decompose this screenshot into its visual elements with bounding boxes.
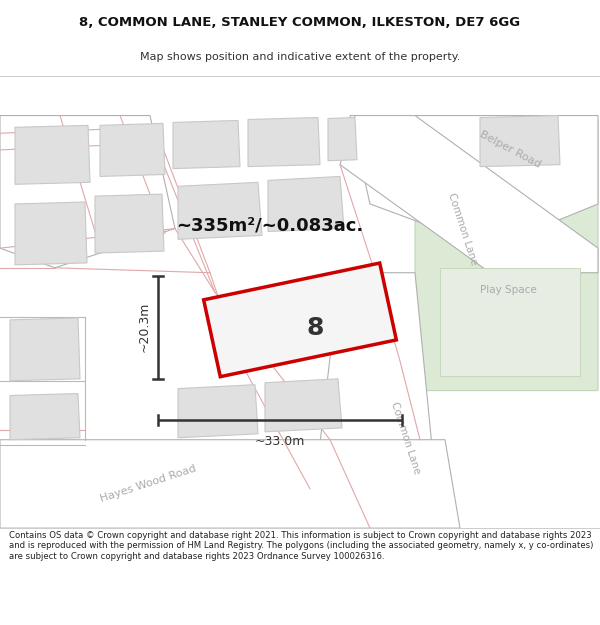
Polygon shape (178, 182, 262, 239)
Polygon shape (328, 118, 357, 161)
Polygon shape (0, 116, 175, 268)
Polygon shape (100, 123, 165, 176)
Text: Hayes Wood Road: Hayes Wood Road (98, 464, 197, 504)
Polygon shape (15, 202, 87, 265)
Text: Contains OS data © Crown copyright and database right 2021. This information is : Contains OS data © Crown copyright and d… (9, 531, 593, 561)
Polygon shape (173, 121, 240, 169)
Text: Belper Road: Belper Road (478, 129, 542, 170)
Text: ~335m²/~0.083ac.: ~335m²/~0.083ac. (176, 217, 364, 234)
Text: Play Space: Play Space (479, 286, 536, 296)
Text: 8, COMMON LANE, STANLEY COMMON, ILKESTON, DE7 6GG: 8, COMMON LANE, STANLEY COMMON, ILKESTON… (79, 16, 521, 29)
Polygon shape (10, 318, 80, 381)
Polygon shape (415, 121, 598, 391)
Polygon shape (310, 272, 440, 528)
Text: ~33.0m: ~33.0m (255, 435, 305, 447)
Polygon shape (95, 194, 164, 253)
Polygon shape (480, 116, 560, 167)
Text: 8: 8 (307, 316, 323, 340)
Polygon shape (268, 176, 344, 231)
Text: Common Lane: Common Lane (389, 401, 421, 475)
Polygon shape (350, 116, 598, 248)
Text: Map shows position and indicative extent of the property.: Map shows position and indicative extent… (140, 52, 460, 62)
Polygon shape (248, 118, 320, 167)
Polygon shape (265, 379, 342, 432)
Text: ~20.3m: ~20.3m (138, 302, 151, 352)
Polygon shape (10, 394, 80, 440)
Text: Common Lane: Common Lane (446, 191, 478, 266)
Polygon shape (203, 263, 397, 377)
Polygon shape (15, 126, 90, 184)
Polygon shape (440, 268, 580, 376)
Polygon shape (178, 385, 258, 438)
Polygon shape (0, 440, 460, 528)
Polygon shape (340, 116, 598, 272)
